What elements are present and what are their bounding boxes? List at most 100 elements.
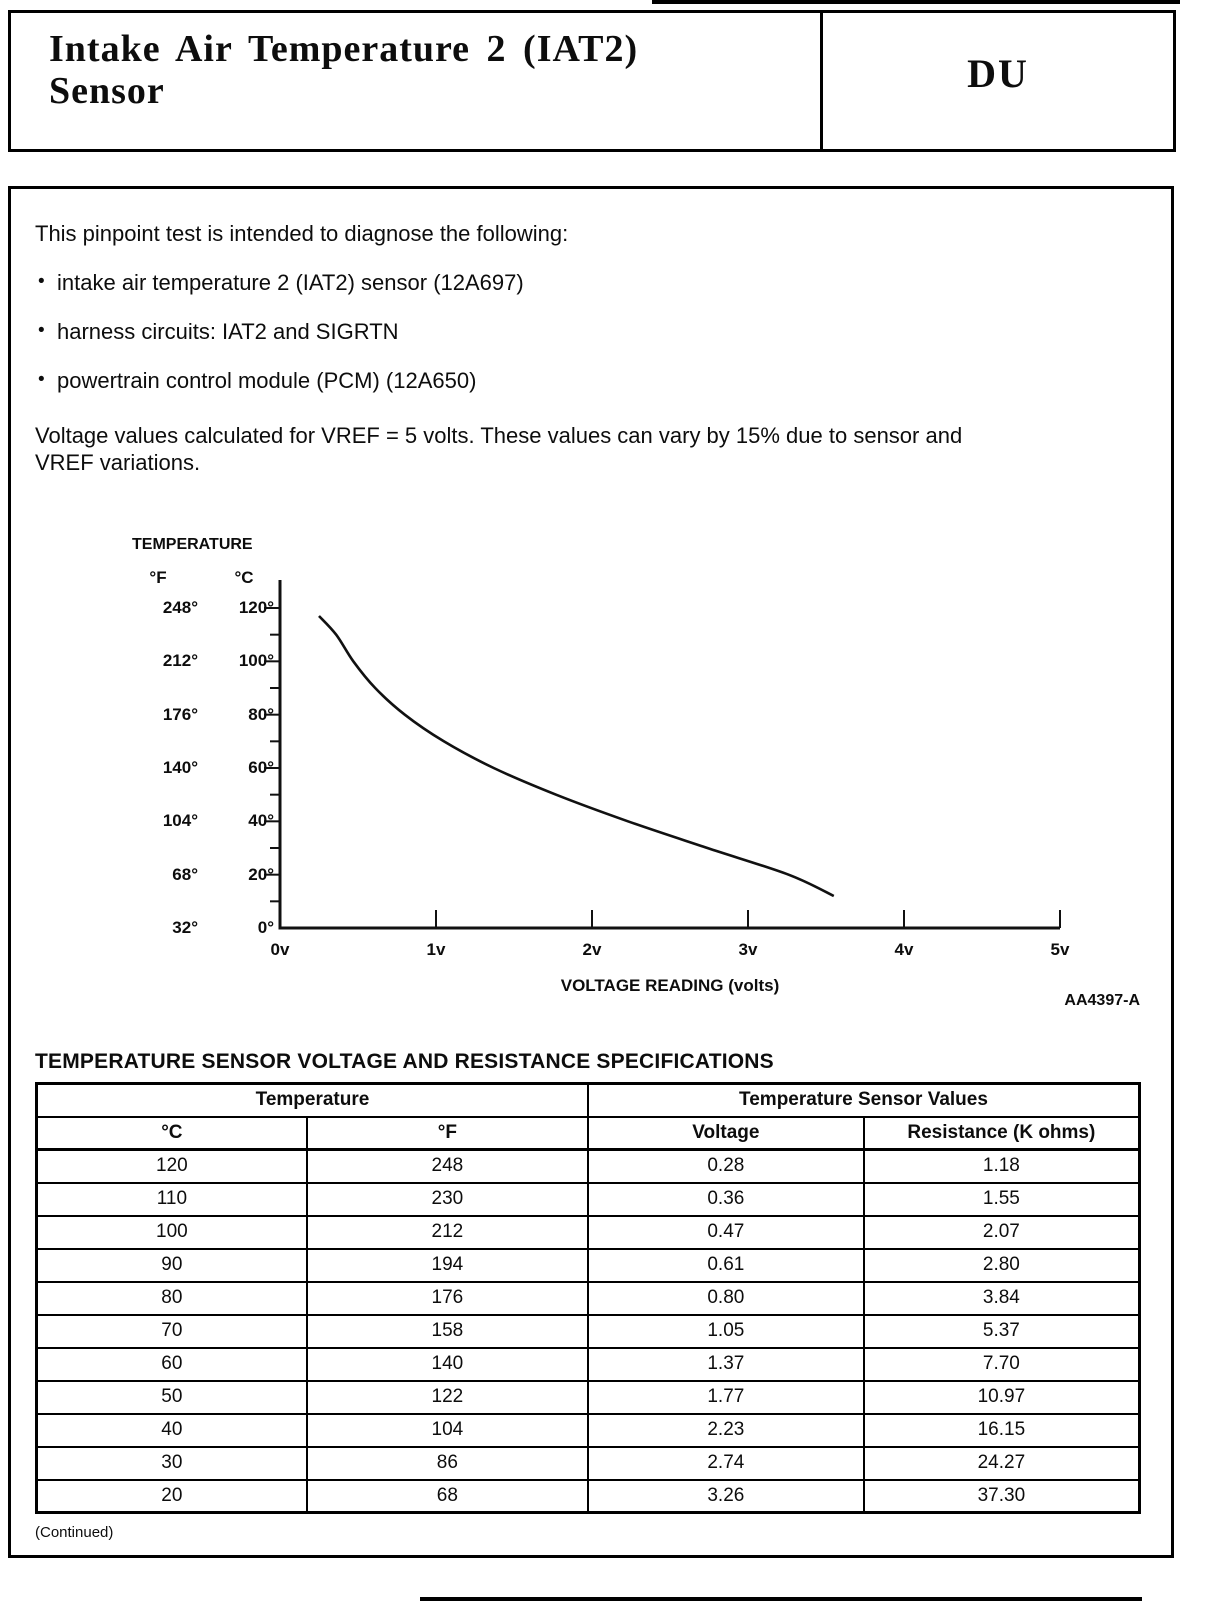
column-header-row: °C °F Voltage Resistance (K ohms): [35, 1115, 1141, 1151]
y-tick-label-f: 104°: [162, 811, 198, 831]
bullet-item: powertrain control module (PCM) (12A650): [35, 368, 1141, 394]
group-header-sensor-values: Temperature Sensor Values: [586, 1082, 1141, 1118]
intro-text: This pinpoint test is intended to diagno…: [35, 221, 569, 246]
voltage-temperature-chart: TEMPERATURE °F °C 248° 120° 212° 100° 176° 80° 14…: [118, 528, 1148, 1028]
table-cell: 2.23: [586, 1412, 865, 1448]
bullet-item: harness circuits: IAT2 and SIGRTN: [35, 319, 1141, 345]
table-cell: 1.55: [862, 1181, 1141, 1217]
y-unit-fahrenheit: °F: [149, 568, 167, 587]
table-cell: 0.80: [586, 1280, 865, 1316]
vref-note-line-2: VREF variations.: [35, 450, 201, 475]
table-cell: 50: [35, 1379, 308, 1415]
bullet-text: intake air temperature 2 (IAT2) sensor (…: [57, 270, 524, 295]
table-cell: 0.47: [586, 1214, 865, 1250]
table-cell: 10.97: [862, 1379, 1141, 1415]
table-cell: 194: [305, 1247, 589, 1283]
table-cell: 80: [35, 1280, 308, 1316]
table-cell: 3.26: [586, 1478, 865, 1514]
figure-code: AA4397-A: [1064, 992, 1140, 1009]
table-row: 120 248 0.28 1.18: [35, 1148, 1141, 1184]
y-tick-label-c: 60°: [248, 758, 274, 777]
x-tick-label: 2v: [582, 940, 602, 959]
table-cell: 60: [35, 1346, 308, 1382]
table-cell: 1.37: [586, 1346, 865, 1382]
y-tick-label-c: 0°: [257, 918, 274, 937]
table-cell: 3.84: [862, 1280, 1141, 1316]
bullet-text: powertrain control module (PCM) (12A650): [57, 368, 477, 393]
table-cell: 90: [35, 1247, 308, 1283]
y-tick-label-f: 32°: [172, 918, 198, 937]
table-row: 90 194 0.61 2.80: [35, 1247, 1141, 1283]
x-tick-label: 0v: [270, 940, 290, 959]
table-cell: 37.30: [862, 1478, 1141, 1514]
y-tick-label-f: 176°: [162, 704, 198, 724]
header-code-cell: DU: [823, 13, 1173, 149]
table-cell: 7.70: [862, 1346, 1141, 1382]
x-tick-label: 5v: [1050, 940, 1070, 959]
table-cell: 0.28: [586, 1148, 865, 1184]
y-unit-celsius: °C: [234, 568, 254, 587]
y-tick-label-f: 140°: [162, 758, 198, 777]
header-title-cell: Intake Air Temperature 2 (IAT2) Sensor: [11, 13, 823, 149]
scan-artifact-top: [652, 0, 1180, 4]
table-cell: 120: [35, 1148, 308, 1184]
x-tick-label: 3v: [738, 940, 758, 959]
y-tick-label-c: 100°: [238, 651, 274, 671]
table-cell: 70: [35, 1313, 308, 1349]
table-cell: 158: [305, 1313, 589, 1349]
table-cell: 1.05: [586, 1313, 865, 1349]
table-cell: 140: [305, 1346, 589, 1382]
chart-canvas: [264, 580, 1061, 930]
y-tick-label-f: 68°: [172, 864, 198, 884]
y-axis-title: TEMPERATURE: [132, 536, 253, 553]
table-row: 60 140 1.37 7.70: [35, 1346, 1141, 1382]
x-tick-label: 1v: [426, 940, 446, 959]
y-tick-label-f: 248°: [162, 598, 198, 617]
table-cell: 176: [305, 1280, 589, 1316]
table-row: 70 158 1.05 5.37: [35, 1313, 1141, 1349]
page-title-line-2: Sensor: [49, 69, 165, 112]
column-header-2: Voltage: [586, 1115, 865, 1151]
group-header-row: Temperature Temperature Sensor Values: [35, 1082, 1141, 1118]
table-cell: 230: [305, 1181, 589, 1217]
bullet-item: intake air temperature 2 (IAT2) sensor (…: [35, 270, 1141, 296]
table-cell: 68: [305, 1478, 589, 1514]
scan-artifact-bottom: [420, 1597, 1142, 1601]
table-row: 30 86 2.74 24.27: [35, 1445, 1141, 1481]
table-cell: 0.36: [586, 1181, 865, 1217]
table-cell: 30: [35, 1445, 308, 1481]
table-cell: 2.74: [586, 1445, 865, 1481]
y-tick-label-c: 40°: [248, 811, 274, 831]
page-title-line-1: Intake Air Temperature 2 (IAT2): [49, 28, 639, 70]
spec-table-title: TEMPERATURE SENSOR VOLTAGE AND RESISTANC…: [35, 1050, 774, 1073]
table-cell: 212: [305, 1214, 589, 1250]
table-cell: 20: [35, 1478, 308, 1514]
table-cell: 40: [35, 1412, 308, 1448]
y-tick-label-f: 212°: [162, 651, 198, 671]
spec-table-body: 120 248 0.28 1.18 110 230 0.36 1.55 100 212 0.47 2.…: [35, 1148, 1141, 1514]
table-row: 100 212 0.47 2.07: [35, 1214, 1141, 1250]
bullet-text: harness circuits: IAT2 and SIGRTN: [57, 319, 399, 344]
section-code: DU: [967, 50, 1029, 96]
content-box: This pinpoint test is intended to diagno…: [8, 186, 1174, 1558]
y-tick-label-c: 80°: [248, 704, 274, 724]
table-cell: 16.15: [862, 1412, 1141, 1448]
page-title: Intake Air Temperature 2 (IAT2) Sensor: [49, 28, 800, 113]
table-cell: 24.27: [862, 1445, 1141, 1481]
y-tick-label-c: 120°: [238, 598, 274, 617]
table-cell: 5.37: [862, 1313, 1141, 1349]
table-cell: 2.07: [862, 1214, 1141, 1250]
table-cell: 0.61: [586, 1247, 865, 1283]
table-cell: 1.77: [586, 1379, 865, 1415]
vref-note: Voltage values calculated for VREF = 5 v…: [35, 422, 1141, 476]
vref-note-line-1: Voltage values calculated for VREF = 5 v…: [35, 423, 963, 448]
y-tick-label-c: 20°: [248, 864, 274, 884]
table-row: 50 122 1.77 10.97: [35, 1379, 1141, 1415]
table-row: 110 230 0.36 1.55: [35, 1181, 1141, 1217]
column-header-0: °C: [35, 1115, 308, 1151]
table-cell: 86: [305, 1445, 589, 1481]
x-tick-label: 4v: [894, 940, 914, 959]
table-cell: 110: [35, 1181, 308, 1217]
bullet-list: intake air temperature 2 (IAT2) sensor (…: [35, 270, 1141, 394]
group-header-temperature: Temperature: [35, 1082, 589, 1118]
